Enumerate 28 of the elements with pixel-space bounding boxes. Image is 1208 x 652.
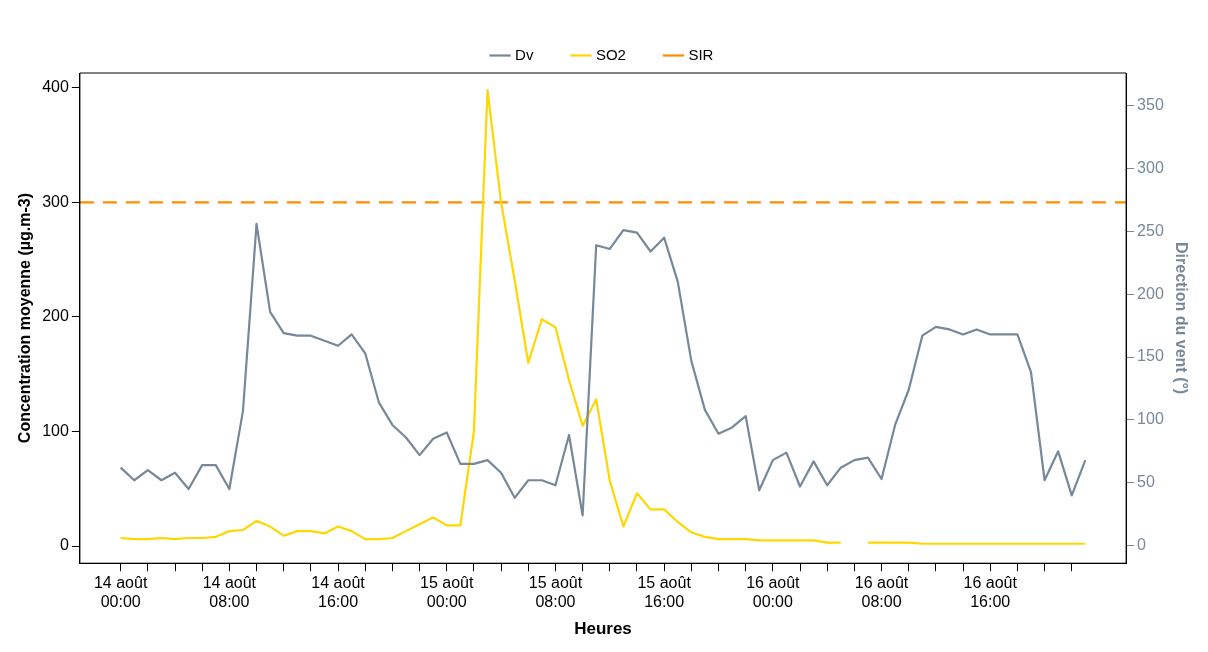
legend-label: SO2 bbox=[595, 45, 626, 63]
y-tick-label: 0 bbox=[59, 536, 69, 554]
y2-tick-label: 50 bbox=[1137, 473, 1155, 491]
y-tick-label: 100 bbox=[42, 421, 69, 439]
x-tick-label: 16 août 08:00 bbox=[854, 574, 909, 611]
y-tick-label: 300 bbox=[42, 192, 69, 210]
x-tick-label: 15 août 00:00 bbox=[420, 574, 474, 611]
x-tick-label: 15 août 16:00 bbox=[637, 574, 692, 611]
y2-tick-label: 350 bbox=[1137, 96, 1164, 114]
y-axis-title: Concentration moyenne (µg.m-3) bbox=[16, 193, 34, 444]
y2-axis-title: Direction du vent (°) bbox=[1172, 242, 1190, 395]
y-tick-label: 200 bbox=[42, 307, 69, 325]
y2-tick-label: 200 bbox=[1137, 284, 1164, 302]
y2-tick-label: 300 bbox=[1137, 158, 1164, 176]
x-tick-label: 14 août 08:00 bbox=[202, 574, 257, 611]
x-tick-label: 16 août 00:00 bbox=[746, 574, 801, 611]
x-tick-label: 15 août 08:00 bbox=[528, 574, 583, 611]
y2-tick-label: 150 bbox=[1137, 347, 1164, 365]
x-axis-title: Heures bbox=[574, 619, 632, 639]
x-tick-label: 14 août 00:00 bbox=[93, 574, 148, 611]
y2-tick-label: 0 bbox=[1137, 536, 1147, 554]
legend-label: Dv bbox=[515, 45, 534, 63]
y2-tick-label: 100 bbox=[1137, 410, 1164, 428]
x-tick-label: 16 août 16:00 bbox=[963, 574, 1018, 611]
legend-label: SIR bbox=[688, 45, 714, 63]
x-tick-label: 14 août 16:00 bbox=[311, 574, 366, 611]
y-tick-label: 400 bbox=[42, 78, 69, 96]
y2-tick-label: 250 bbox=[1137, 221, 1164, 239]
